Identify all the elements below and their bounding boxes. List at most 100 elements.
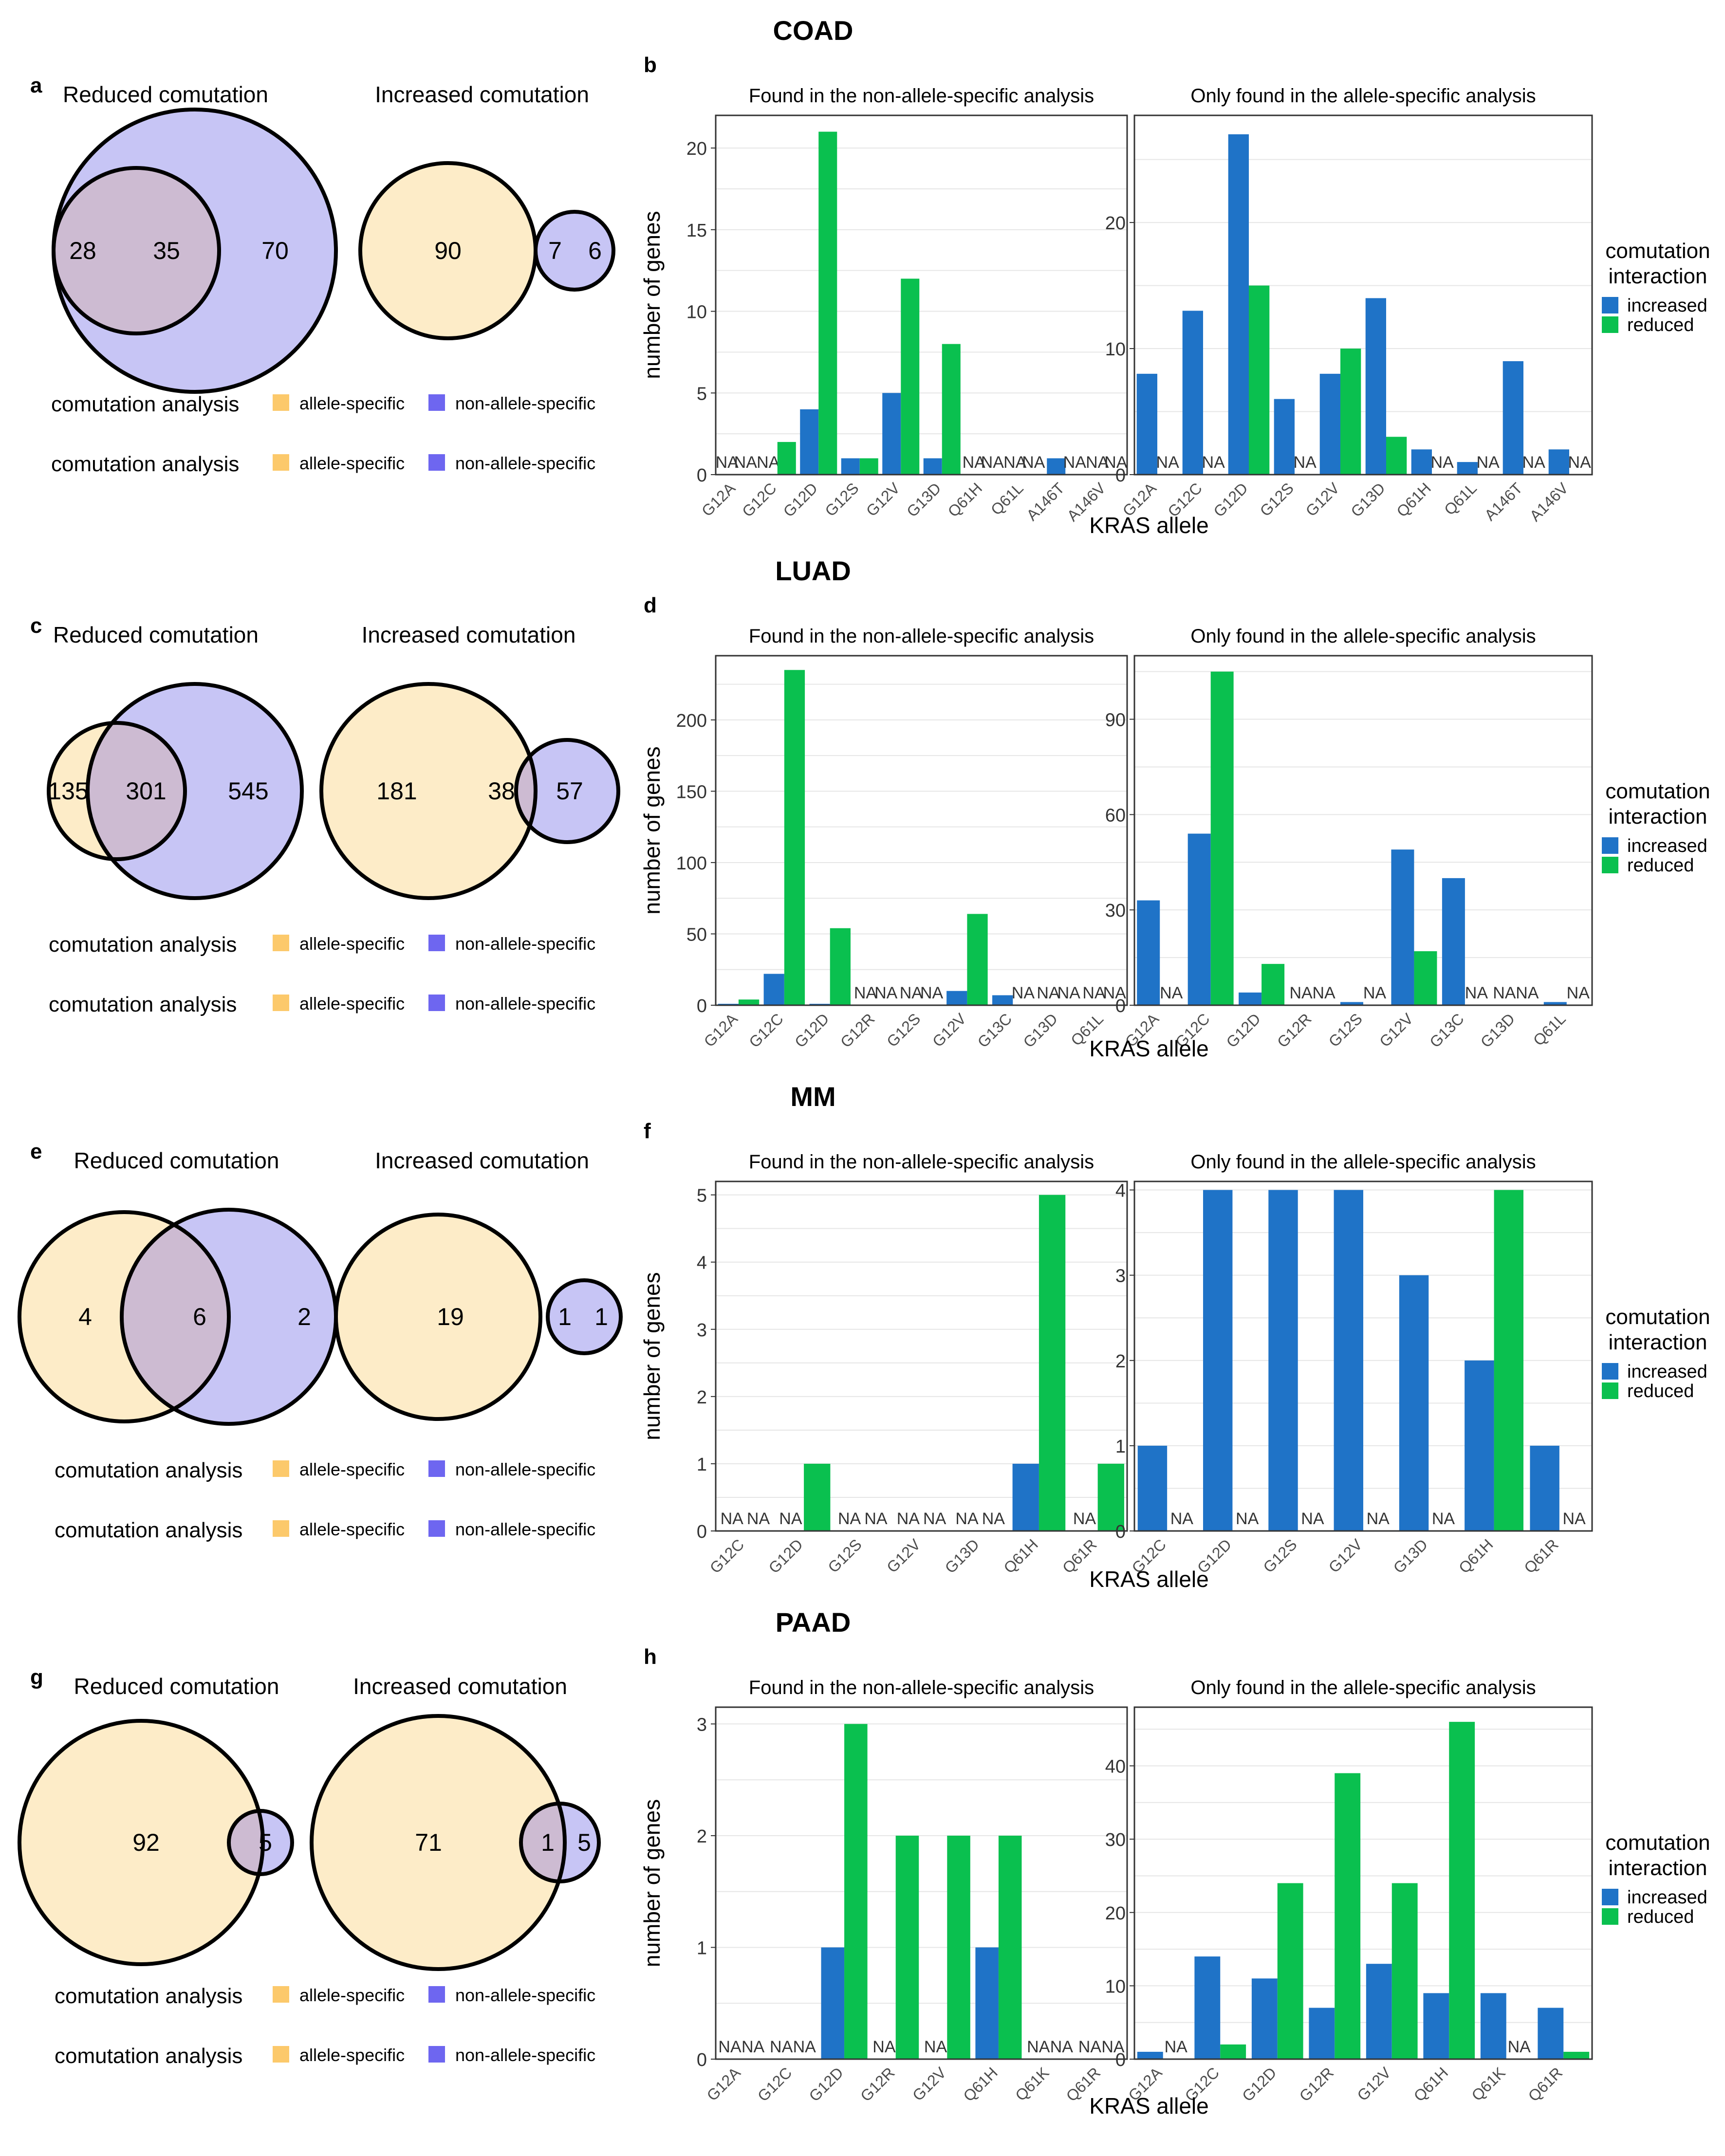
venn-count-allele-only: 19 — [437, 1303, 464, 1330]
na-label: NA — [1294, 453, 1317, 472]
y-tick-label: 2 — [1115, 1351, 1126, 1372]
venn-count-allele-only: 4 — [78, 1303, 92, 1330]
venn-count-both: 38 — [488, 777, 515, 805]
y-tick-label: 1 — [697, 1455, 707, 1475]
y-tick-label: 0 — [1115, 1522, 1126, 1542]
legend-label-non-allele: non-allele-specific — [455, 453, 595, 473]
na-label: NA — [1202, 453, 1225, 472]
legend-label-non-allele: non-allele-specific — [455, 2045, 595, 2065]
venn-outline-non-allele — [52, 108, 338, 394]
venn-overlap — [88, 723, 185, 859]
venn-overlap — [122, 1212, 229, 1421]
venn-count-allele-only: 92 — [132, 1829, 160, 1856]
na-label: NA — [854, 984, 877, 1002]
bar-increased — [1268, 1190, 1298, 1531]
bar-reduced — [1563, 2051, 1590, 2059]
bar-reduced — [1097, 1463, 1124, 1531]
legend-label-reduced: reduced — [1627, 1907, 1694, 1927]
venn-count-allele-only: 181 — [376, 777, 417, 805]
na-label: NA — [982, 1510, 1005, 1528]
venn-count-both: 6 — [193, 1303, 206, 1330]
y-tick-label: 5 — [697, 384, 707, 404]
bar-increased — [1548, 449, 1569, 475]
x-tick-label: G12A — [703, 2064, 744, 2104]
x-tick-label: Q61H — [1455, 1535, 1497, 1577]
legend-key-non-allele — [428, 394, 445, 411]
plot-frame — [1133, 114, 1593, 476]
legend-title-interaction-1: comutation — [1605, 1831, 1710, 1855]
legend-title-interaction-1: comutation — [1605, 239, 1710, 263]
y-tick-label: 0 — [1115, 465, 1126, 486]
y-tick-label: 0 — [1115, 996, 1126, 1016]
bar-reduced — [901, 278, 920, 475]
legend-label-non-allele: non-allele-specific — [455, 1519, 595, 1539]
venn-circle-allele — [19, 1721, 263, 1964]
y-tick-label: 3 — [1115, 1266, 1126, 1287]
plot-frame — [715, 1706, 1128, 2060]
venn-count-both: 301 — [126, 777, 166, 805]
venn-overlap — [54, 168, 219, 333]
x-tick-label: G12S — [824, 1535, 865, 1576]
legend-title-interaction-2: interaction — [1608, 264, 1707, 288]
y-tick-label: 60 — [1105, 805, 1126, 826]
na-label: NA — [1363, 984, 1387, 1002]
y-tick-label: 90 — [1105, 710, 1126, 731]
legend-key-allele — [273, 1520, 289, 1537]
bar-increased — [1340, 1002, 1363, 1005]
bar-increased — [1423, 1993, 1449, 2059]
facet-title: Only found in the allele-specific analys… — [1190, 626, 1536, 647]
bar-increased — [800, 409, 819, 475]
venn-outline-non-allele — [86, 682, 304, 900]
x-tick-label: G12R — [1274, 1010, 1315, 1051]
x-tick-label: G13D — [1347, 479, 1389, 520]
legend-label-non-allele: non-allele-specific — [455, 393, 595, 413]
na-label: NA — [779, 1510, 802, 1528]
na-label: NA — [1156, 453, 1180, 472]
bar-reduced — [777, 442, 796, 475]
na-label: NA — [838, 1510, 861, 1528]
facet-title: Only found in the allele-specific analys… — [1190, 85, 1536, 107]
bar-reduced — [804, 1463, 831, 1531]
y-tick-label: 20 — [1105, 1903, 1126, 1924]
legend-key-non-allele — [428, 995, 445, 1011]
bar-reduced — [942, 344, 961, 475]
y-axis-label: number of genes — [639, 211, 665, 379]
bar-increased — [1442, 878, 1465, 1005]
legend-label-allele: allele-specific — [299, 994, 405, 1014]
bar-reduced — [859, 458, 878, 475]
legend-key-non-allele — [428, 1520, 445, 1537]
venn-count-allele-only: 71 — [415, 1829, 442, 1856]
legend-key-increased — [1602, 837, 1618, 854]
panel-letter: f — [644, 1119, 651, 1143]
venn-title-increased: Increased comutation — [375, 1148, 589, 1173]
plot-frame — [715, 1180, 1128, 1532]
na-label: NA — [1022, 453, 1045, 472]
y-tick-label: 4 — [1115, 1181, 1126, 1201]
na-label: NA — [1493, 984, 1516, 1002]
venn-count-non-allele-only: 1 — [594, 1303, 608, 1330]
bar-increased — [882, 393, 901, 475]
venn-circle-non-allele — [516, 740, 618, 842]
facet-title: Found in the non-allele-specific analysi… — [749, 85, 1094, 107]
legend-key-allele — [273, 1986, 289, 2003]
legend-title-comutation-analysis: comutation analysis — [49, 933, 237, 957]
na-label: NA — [1465, 984, 1488, 1002]
na-label: NA — [1562, 1510, 1586, 1528]
cancer-title: MM — [790, 1081, 835, 1112]
x-tick-label: A146V — [1526, 479, 1572, 525]
na-label: NA — [1057, 984, 1081, 1002]
x-tick-label: G12V — [909, 2064, 950, 2104]
legend-key-reduced — [1602, 316, 1618, 333]
legend-key-allele — [273, 2046, 289, 2063]
x-tick-label: A146T — [1481, 479, 1526, 524]
legend-title-comutation-analysis: comutation analysis — [51, 392, 239, 416]
bar-reduced — [895, 1835, 919, 2059]
legend-label-allele: allele-specific — [299, 1519, 405, 1539]
legend-title-comutation-analysis: comutation analysis — [49, 993, 237, 1016]
y-tick-label: 1 — [1115, 1437, 1126, 1457]
na-label: NA — [923, 1510, 946, 1528]
bar-increased — [975, 1947, 999, 2059]
bar-reduced — [1210, 671, 1234, 1005]
plot-frame — [1133, 1180, 1593, 1532]
x-tick-label: G12S — [1325, 1010, 1366, 1050]
